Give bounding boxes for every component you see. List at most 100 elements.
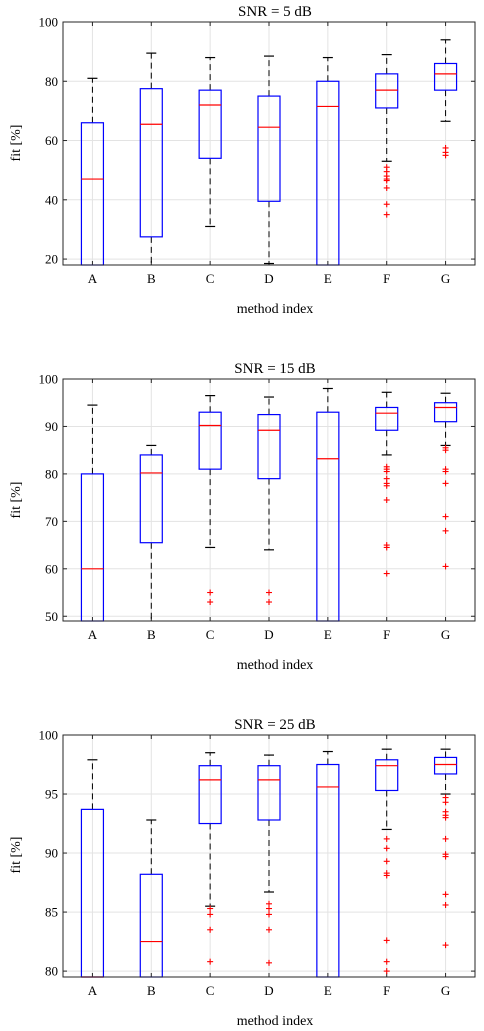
x-tick-label: A: [88, 271, 98, 286]
y-tick-label: 95: [45, 787, 58, 802]
outlier-point: [442, 513, 449, 520]
box-C: [198, 395, 222, 606]
y-tick-label: 80: [45, 964, 58, 979]
box-iqr: [257, 413, 281, 480]
y-tick-label: 60: [45, 133, 58, 148]
outlier-point: [383, 201, 390, 208]
x-tick-label: E: [324, 627, 332, 642]
outlier-point: [442, 468, 449, 475]
outlier-point: [442, 901, 449, 908]
y-tick-label: 100: [39, 15, 59, 30]
outlier-point: [266, 905, 272, 912]
outlier-point: [442, 942, 449, 949]
box-C: [198, 752, 222, 965]
outlier-point: [442, 152, 449, 159]
chart-panel-snr-5: SNR = 5 dB fit [%] method index 20 40 60 80…: [9, 4, 476, 317]
outlier-point: [442, 527, 449, 534]
box-iqr: [433, 402, 458, 423]
box-F: [375, 391, 399, 577]
outlier-point: [442, 563, 449, 570]
outlier-point: [383, 858, 390, 865]
x-tick-label: E: [324, 271, 332, 286]
outlier-point: [207, 589, 214, 596]
chart-panel-snr-15: SNR = 15 dB fit [%] method index 50 60 70 8…: [9, 361, 476, 673]
outlier-point: [442, 891, 449, 898]
y-tick-label: 85: [45, 905, 58, 920]
box-F: [375, 748, 399, 975]
y-tick-label: 90: [45, 419, 58, 434]
y-axis-label: fit [%]: [9, 837, 24, 874]
y-tick-label: 80: [45, 74, 58, 89]
outlier-point: [383, 177, 390, 184]
outlier-point: [207, 905, 214, 912]
outlier-point: [383, 872, 390, 879]
x-tick-label: D: [264, 983, 273, 998]
x-tick-label: G: [441, 983, 450, 998]
outlier-point: [442, 480, 449, 487]
outlier-point: [207, 926, 214, 933]
outlier-point: [383, 937, 390, 944]
y-tick-label: 50: [45, 609, 58, 624]
y-tick-label: 70: [45, 514, 58, 529]
box-F: [375, 53, 399, 218]
outlier-point: [442, 853, 449, 860]
box-iqr: [375, 406, 399, 431]
x-tick-label: A: [88, 627, 98, 642]
x-tick-label: G: [441, 271, 450, 286]
outlier-point: [383, 497, 390, 503]
x-tick-label: C: [206, 983, 215, 998]
outlier-point: [383, 845, 390, 852]
x-tick-label: F: [383, 983, 390, 998]
y-tick-label: 20: [45, 252, 58, 267]
box-iqr: [198, 411, 222, 470]
box-iqr: [139, 88, 163, 238]
outlier-point: [266, 911, 272, 918]
y-tick-label: 90: [45, 846, 58, 861]
outlier-point: [383, 835, 390, 842]
box-iqr: [433, 62, 458, 91]
outlier-point: [207, 911, 214, 918]
box-iqr: [257, 765, 281, 821]
y-tick-label: 80: [45, 466, 58, 481]
box-iqr: [139, 454, 163, 544]
x-tick-label: C: [206, 627, 215, 642]
box-iqr: [257, 95, 281, 202]
box-G: [433, 748, 458, 949]
chart-panel-snr-25: SNR = 25 dB fit [%] method index 80 85 90 9…: [9, 717, 476, 1029]
box-B: [139, 52, 163, 265]
box-iqr: [375, 759, 399, 792]
outlier-point: [383, 468, 390, 475]
x-tick-label: B: [147, 627, 156, 642]
y-tick-label: 40: [45, 192, 58, 207]
x-tick-label: B: [147, 983, 156, 998]
outlier-point: [383, 968, 390, 975]
chart-title: SNR = 5 dB: [238, 4, 312, 20]
box-iqr: [375, 73, 399, 109]
chart-title: SNR = 25 dB: [234, 717, 315, 733]
x-axis-label: method index: [237, 658, 314, 673]
plot-frame: [62, 734, 476, 978]
box-iqr: [198, 89, 222, 159]
y-tick-label: 100: [39, 728, 59, 743]
box-iqr: [433, 756, 458, 775]
x-axis-label: method index: [237, 302, 314, 317]
box-B: [139, 444, 163, 621]
outlier-point: [266, 926, 272, 933]
box-D: [257, 55, 281, 265]
outlier-point: [207, 599, 214, 606]
outlier-point: [383, 570, 390, 577]
outlier-point: [207, 958, 214, 965]
box-D: [257, 396, 281, 606]
x-tick-label: B: [147, 271, 156, 286]
outlier-point: [442, 814, 449, 821]
box-C: [198, 56, 222, 228]
y-tick-label: 100: [39, 372, 59, 387]
x-tick-label: D: [264, 271, 273, 286]
y-tick-label: 60: [45, 561, 58, 576]
outlier-point: [383, 958, 390, 965]
plot-frame: [62, 378, 476, 622]
plot-frame: [62, 21, 476, 266]
outlier-point: [383, 184, 390, 191]
outlier-point: [266, 599, 272, 606]
outlier-point: [266, 959, 272, 966]
